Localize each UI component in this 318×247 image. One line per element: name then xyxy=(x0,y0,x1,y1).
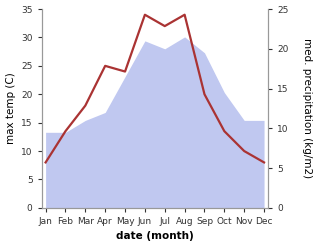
Y-axis label: med. precipitation (kg/m2): med. precipitation (kg/m2) xyxy=(302,38,313,179)
Y-axis label: max temp (C): max temp (C) xyxy=(5,73,16,144)
X-axis label: date (month): date (month) xyxy=(116,231,194,242)
